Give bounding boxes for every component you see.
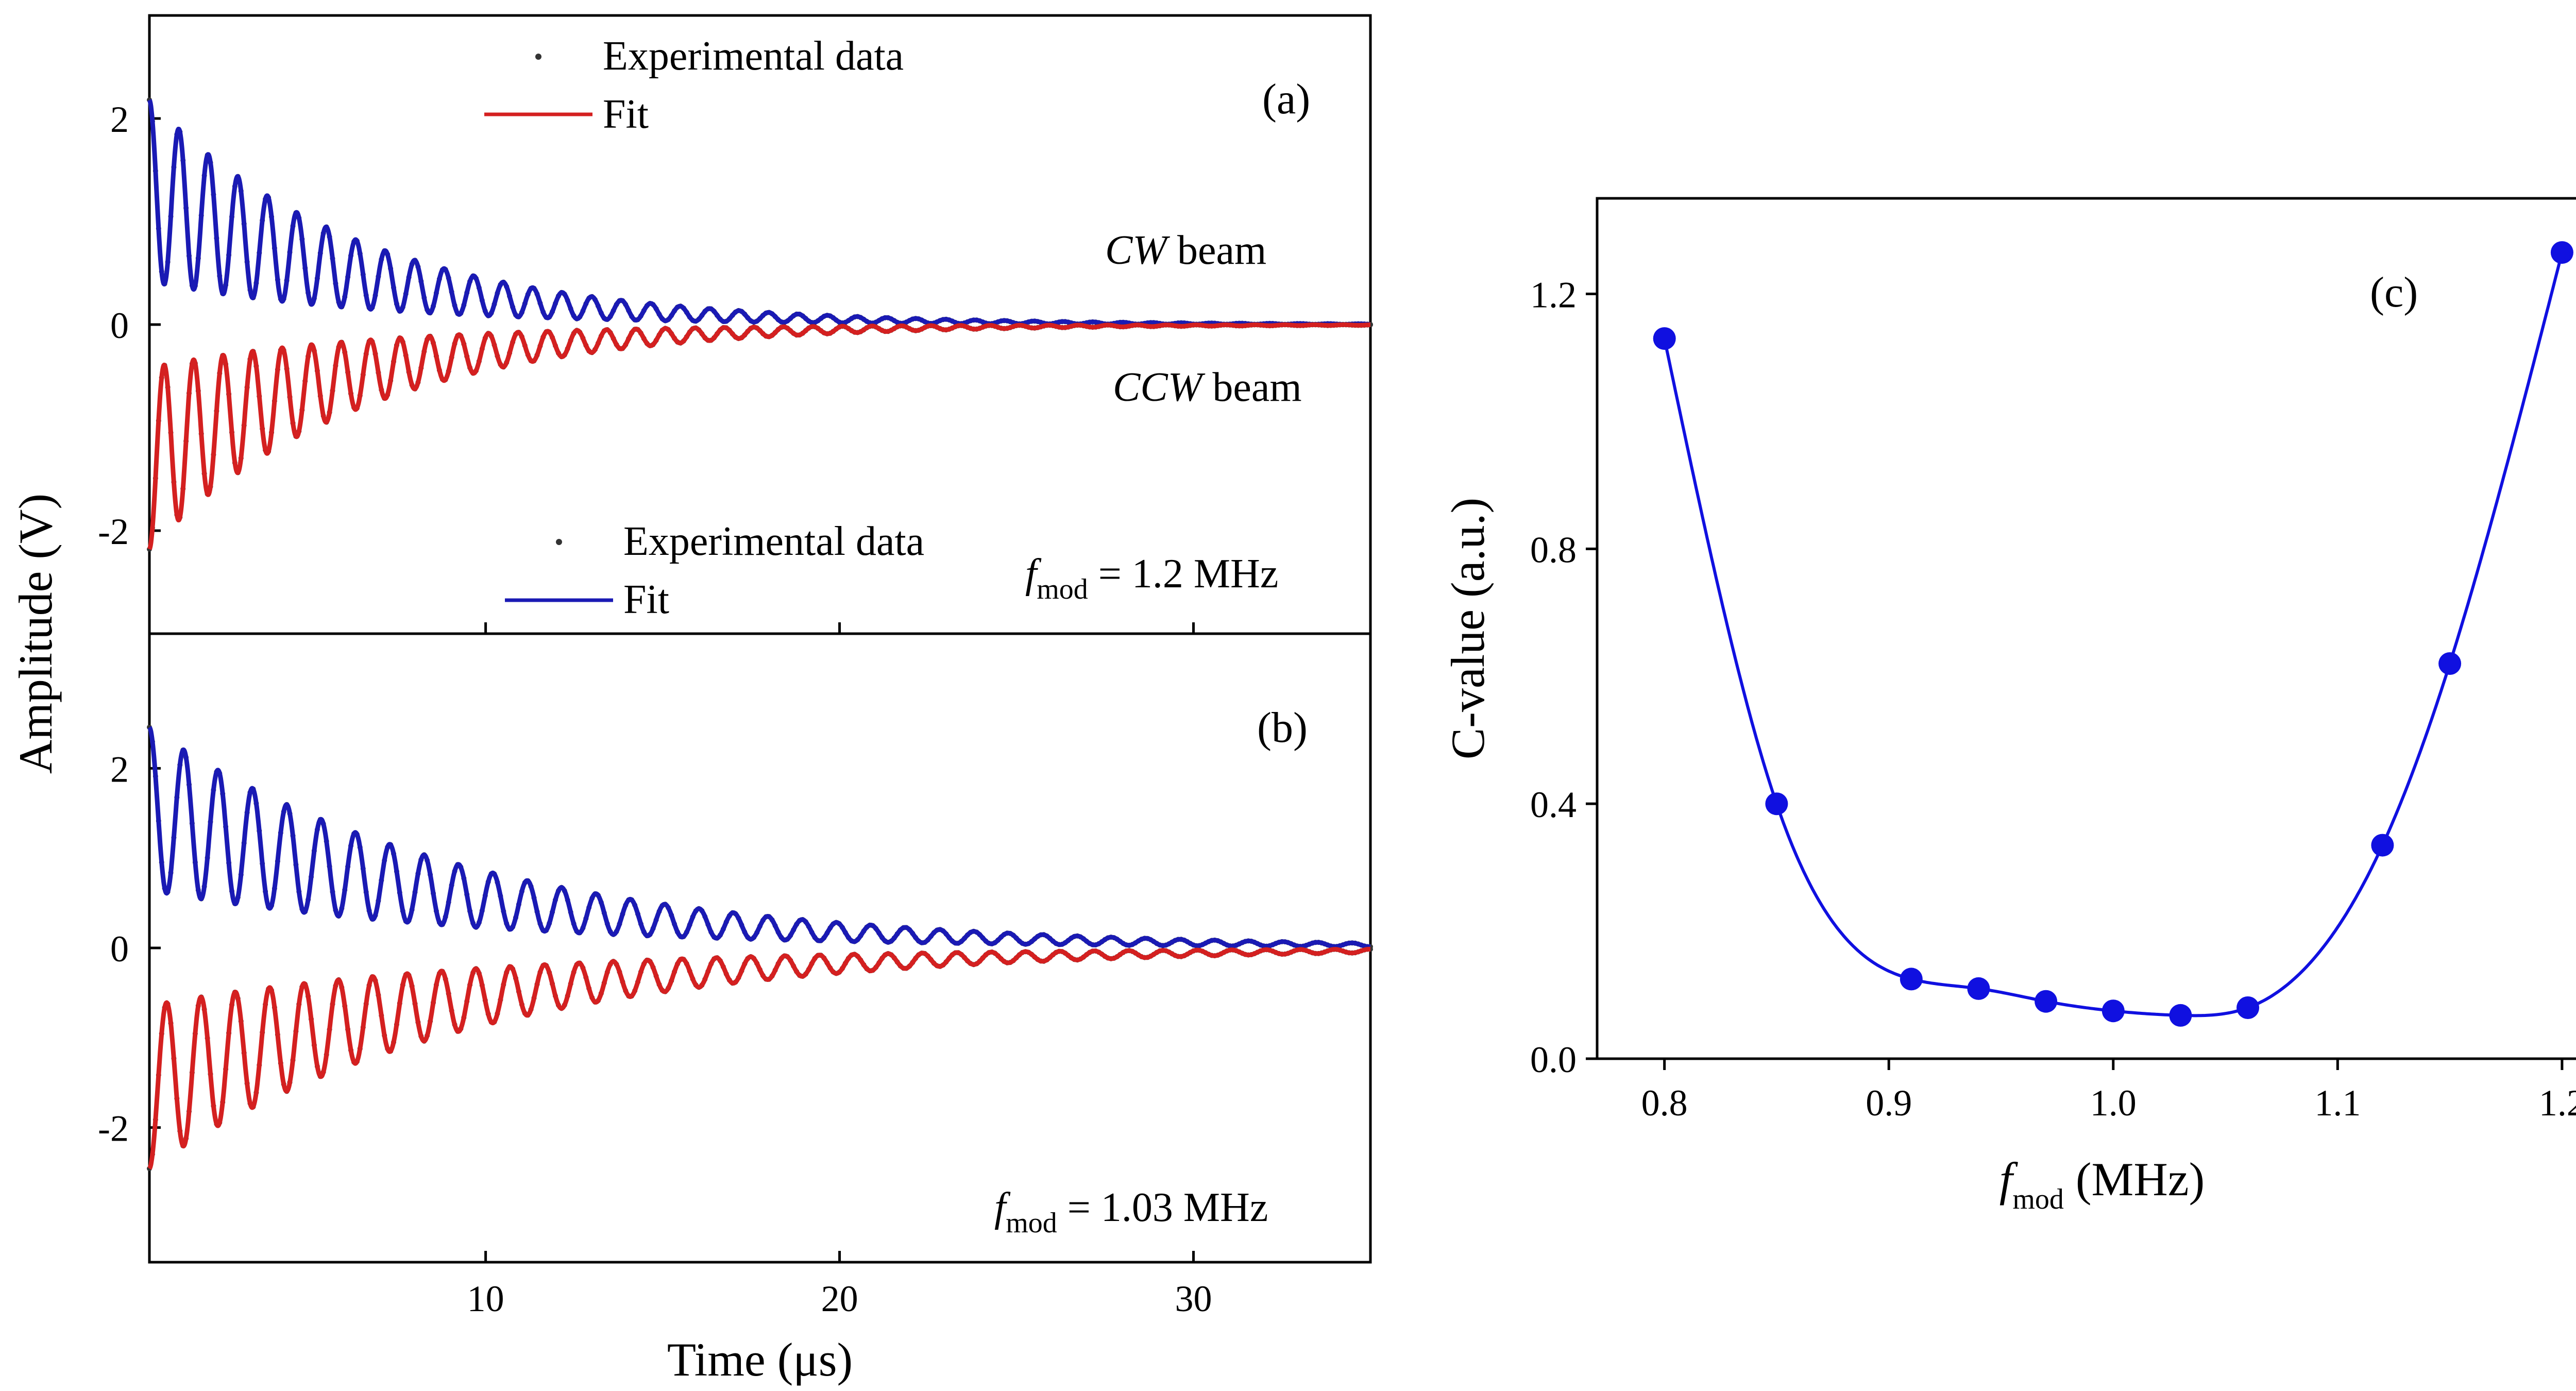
y-tick-label-a-2: 2 xyxy=(110,99,129,140)
x-tick-label-c-0: 0.8 xyxy=(1641,1082,1688,1124)
legend-a-fit-label: Fit xyxy=(603,92,649,137)
y-tick-label-b-1: 0 xyxy=(110,928,129,970)
panel-b-frame xyxy=(148,632,1372,1264)
panel-c-fit-curve xyxy=(1663,252,2564,1017)
panel-a-series xyxy=(147,97,1373,552)
x-tick-label-b-2: 30 xyxy=(1175,1278,1212,1319)
panel-c-point-0 xyxy=(1653,327,1676,350)
panel-c-point-1 xyxy=(1765,792,1788,816)
fmod-b-label: fmod = 1.03 MHz xyxy=(994,1185,1268,1239)
legend-b-points-marker xyxy=(556,539,562,545)
fmod-b-sub: mod xyxy=(1006,1207,1057,1239)
x-tick-label-b-1: 20 xyxy=(821,1278,858,1319)
panel-a-fit-line-1 xyxy=(147,322,1372,551)
panel-a-fit-line-0 xyxy=(147,98,1372,327)
panel-c-label: (c) xyxy=(2370,268,2418,316)
panel-b-fit-line-0 xyxy=(147,725,1372,949)
y-tick-label-a-1: 0 xyxy=(110,305,129,346)
y-tick-label-c-0: 0.0 xyxy=(1530,1039,1577,1080)
panel-b-data-points-1 xyxy=(147,946,1373,1172)
panel-a-data-points-0 xyxy=(147,97,1373,327)
panel-a-ticks: -2 0 2 xyxy=(98,99,1195,634)
fmod-a-value: = 1.2 MHz xyxy=(1088,551,1279,597)
panel-c-point-6 xyxy=(2169,1004,2192,1027)
legend-b-fit-label: Fit xyxy=(623,577,669,622)
panel-b-fit-line-1 xyxy=(147,946,1372,1171)
x-tick-label-c-1: 0.9 xyxy=(1866,1082,1912,1124)
panel-c-point-2 xyxy=(1900,968,1923,991)
panel-c-point-5 xyxy=(2102,999,2125,1023)
x-tick-label-c-4: 1.2 xyxy=(2539,1082,2576,1124)
legend-a-points-label: Experimental data xyxy=(603,33,904,79)
fmod-a-label: fmod = 1.2 MHz xyxy=(1025,551,1278,605)
y-tick-label-c-3: 1.2 xyxy=(1530,275,1577,316)
panel-b-ticks: -2 0 2 10 20 30 xyxy=(98,749,1212,1319)
panel-c-x-sub: mod xyxy=(2012,1183,2064,1215)
y-tick-label-c-2: 0.8 xyxy=(1530,529,1577,570)
panel-c-point-7 xyxy=(2236,996,2260,1019)
y-tick-label-b-0: -2 xyxy=(98,1108,129,1149)
cw-rest: beam xyxy=(1167,228,1266,273)
legend-b-points-label: Experimental data xyxy=(623,519,924,564)
y-axis-title: Amplitude (V) xyxy=(9,494,62,774)
fmod-a-sub: mod xyxy=(1037,573,1088,605)
y-tick-label-c-1: 0.4 xyxy=(1530,784,1577,825)
y-tick-label-b-2: 2 xyxy=(110,749,129,790)
panel-c-ticks: 0.0 0.4 0.8 1.2 0.8 0.9 1.0 1.1 1.2 xyxy=(1530,275,2576,1124)
panel-c-point-8 xyxy=(2371,834,2394,857)
legend-a-points-marker xyxy=(535,54,541,60)
x-tick-label-b-0: 10 xyxy=(467,1278,504,1319)
ccw-beam-label: CCW beam xyxy=(1113,365,1302,410)
panel-c-point-4 xyxy=(2035,990,2058,1013)
panel-c-x-title: fmod (MHz) xyxy=(1999,1153,2205,1215)
panel-a-data-points-1 xyxy=(147,322,1373,552)
panel-c-point-3 xyxy=(1967,977,1990,1000)
panel-b-data-points-0 xyxy=(147,724,1373,949)
panel-c-y-title: C-value (a.u.) xyxy=(1442,498,1494,759)
cw-italic: CW xyxy=(1105,228,1170,273)
panel-c-point-10 xyxy=(2550,241,2573,264)
panel-c-series xyxy=(1653,241,2573,1027)
y-tick-label-a-0: -2 xyxy=(98,511,129,552)
panel-c-frame xyxy=(1596,197,2576,1060)
x-tick-label-c-3: 1.1 xyxy=(2314,1082,2361,1124)
panel-b-series xyxy=(147,724,1373,1172)
x-axis-title: Time (μs) xyxy=(667,1333,853,1386)
ccw-italic: CCW xyxy=(1113,365,1206,410)
panel-a-label: (a) xyxy=(1262,75,1310,123)
fmod-b-value: = 1.03 MHz xyxy=(1057,1185,1268,1230)
cw-beam-label: CW beam xyxy=(1105,228,1266,273)
panel-b-label: (b) xyxy=(1257,704,1308,752)
panel-c-x-rest: (MHz) xyxy=(2064,1153,2205,1206)
panel-c-point-9 xyxy=(2438,652,2462,675)
ccw-rest: beam xyxy=(1202,365,1301,410)
x-tick-label-c-2: 1.0 xyxy=(2090,1082,2137,1124)
